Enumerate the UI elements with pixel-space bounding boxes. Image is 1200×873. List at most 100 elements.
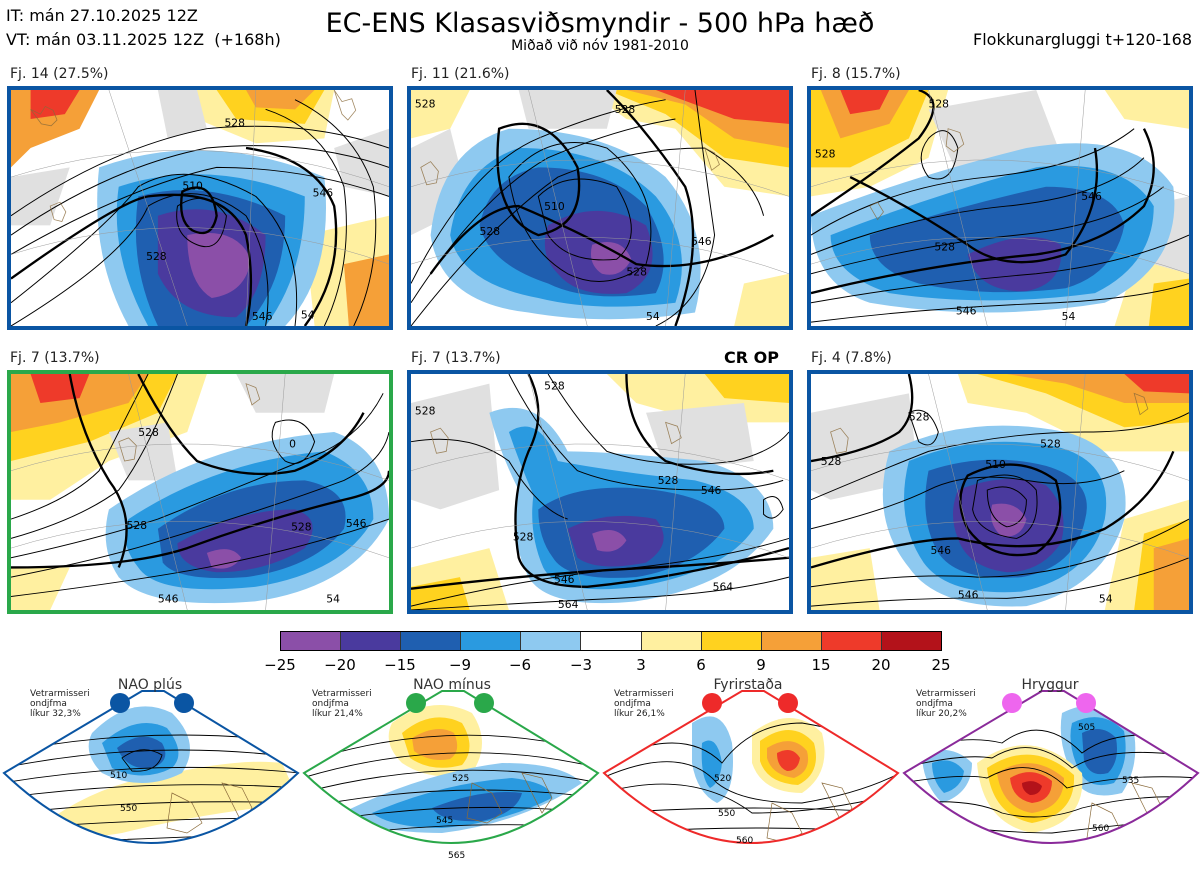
scale-tick: 15 xyxy=(811,656,831,674)
regime-3-contour: 520 xyxy=(714,774,731,784)
regime-dot xyxy=(406,693,426,713)
map-panel-5: 528 528 528 546 528 546 564 564 xyxy=(407,370,793,614)
scale-tick: 20 xyxy=(871,656,891,674)
panel-2-contour: 528 xyxy=(480,225,501,238)
color-swatch xyxy=(581,632,642,650)
panel-6-contour: 510 xyxy=(985,458,1006,471)
panel-2-contour: 528 xyxy=(626,266,647,279)
regime-2-contour: 525 xyxy=(452,774,469,784)
panel-label-2: Fj. 11 (21.6%) xyxy=(411,66,510,82)
regime-map-blocking: 520 550 560 xyxy=(602,683,900,873)
panel-5-contour: 564 xyxy=(558,598,579,610)
panel-5-contour: 546 xyxy=(554,573,575,586)
regime-dot xyxy=(474,693,494,713)
map-panel-3: 528 528 528 546 546 54 xyxy=(807,86,1193,330)
regime-info-blocking: Vetrarmisseri ondjfma líkur 26,1% xyxy=(614,689,674,719)
header-info: IT: mán 27.10.2025 12Z VT: mán 03.11.202… xyxy=(6,4,281,52)
regime-dot xyxy=(1076,693,1096,713)
panel-3-contour: 546 xyxy=(1081,190,1102,203)
color-swatch xyxy=(701,632,762,650)
page-subtitle: Miðað við nóv 1981-2010 xyxy=(511,38,689,54)
regime-map-nao-minus: 525 545 565 xyxy=(302,683,600,873)
scale-tick: −6 xyxy=(508,656,532,674)
panel-1-contour: 528 xyxy=(224,117,245,130)
valid-hours: (+168h) xyxy=(214,30,281,49)
color-swatch xyxy=(401,632,462,650)
regime-name-ridge: Hryggur xyxy=(1021,677,1079,693)
classification-window: Flokkunargluggi t+120-168 xyxy=(973,30,1192,49)
color-swatch xyxy=(281,632,342,650)
panel-2-contour: 510 xyxy=(544,200,565,213)
map-panel-1: 510 528 528 546 546 54 xyxy=(7,86,393,330)
map-panel-6: 528 528 510 528 546 546 54 xyxy=(807,370,1193,614)
panel-4-contour: 528 xyxy=(291,521,312,534)
panel-1-contour: 546 xyxy=(313,186,334,199)
panel-5-contour: 528 xyxy=(513,530,534,543)
scale-tick: −25 xyxy=(264,656,296,674)
panel-2-contour: 528 xyxy=(615,103,636,116)
map-panel-2: 528 528 510 528 528 546 54 xyxy=(407,86,793,330)
color-swatch xyxy=(761,632,822,650)
scale-tick: 6 xyxy=(696,656,706,674)
panel-label-1: Fj. 14 (27.5%) xyxy=(10,66,109,82)
regime-2-contour: 545 xyxy=(436,816,453,826)
regime-4-contour: 505 xyxy=(1078,723,1095,733)
regime-dot xyxy=(174,693,194,713)
panel-1-contour: 510 xyxy=(182,180,203,193)
regime-3-contour: 550 xyxy=(718,809,735,819)
regime-1-contour: 550 xyxy=(120,804,137,814)
cr-op-label: CR OP xyxy=(724,348,779,367)
panel-5-contour: 546 xyxy=(701,484,722,497)
color-swatch xyxy=(641,632,702,650)
page-title: EC-ENS Klasasviðsmyndir - 500 hPa hæð xyxy=(325,8,875,39)
map-panel-4: 528 0 528 528 546 546 54 xyxy=(7,370,393,614)
panel-label-5: Fj. 7 (13.7%) xyxy=(411,350,501,366)
regime-dot xyxy=(702,693,722,713)
panel-5-contour: 564 xyxy=(713,581,734,594)
panel-1-contour: 528 xyxy=(146,250,167,263)
scale-tick: 9 xyxy=(756,656,766,674)
color-scale-bar xyxy=(280,631,942,651)
panel-label-6: Fj. 4 (7.8%) xyxy=(811,350,892,366)
color-swatch xyxy=(821,632,882,650)
panel-3-contour: 528 xyxy=(929,97,950,110)
regime-dot xyxy=(1002,693,1022,713)
panel-1-contour: 54 xyxy=(301,308,315,321)
panel-4-contour: 546 xyxy=(346,517,367,530)
valid-time: VT: mán 03.11.2025 12Z (+168h) xyxy=(6,30,281,49)
regime-1-contour: 510 xyxy=(110,771,127,781)
panel-5-contour: 528 xyxy=(415,405,436,418)
regime-name-nao-minus: NAO mínus xyxy=(413,677,491,693)
panel-2-contour: 54 xyxy=(646,310,660,323)
color-swatch xyxy=(341,632,402,650)
panel-4-contour: 528 xyxy=(138,426,159,439)
panel-3-contour: 546 xyxy=(956,304,977,317)
color-swatch xyxy=(461,632,522,650)
panel-6-contour: 54 xyxy=(1099,592,1113,605)
panel-3-contour: 54 xyxy=(1062,310,1076,323)
panel-2-contour: 546 xyxy=(691,235,712,248)
panel-3-contour: 528 xyxy=(815,148,836,161)
regime-3-contour: 560 xyxy=(736,836,753,846)
panel-3-contour: 528 xyxy=(934,241,955,254)
panel-label-3: Fj. 8 (15.7%) xyxy=(811,66,901,82)
scale-tick: 25 xyxy=(931,656,951,674)
panel-6-contour: 546 xyxy=(958,588,979,601)
panel-5-contour: 528 xyxy=(544,380,565,393)
panel-4-contour: 0 xyxy=(289,438,296,451)
panel-6-contour: 546 xyxy=(930,544,951,557)
init-time: IT: mán 27.10.2025 12Z xyxy=(6,6,198,25)
panel-6-contour: 528 xyxy=(909,410,930,423)
regime-info-nao-minus: Vetrarmisseri ondjfma líkur 21,4% xyxy=(312,689,372,719)
scale-tick: −3 xyxy=(569,656,593,674)
panel-2-contour: 528 xyxy=(415,97,436,110)
panel-5-contour: 528 xyxy=(658,474,679,487)
regime-info-ridge: Vetrarmisseri ondjfma líkur 20,2% xyxy=(916,689,976,719)
regime-2-contour: 565 xyxy=(448,851,465,861)
regime-4-contour: 535 xyxy=(1122,776,1139,786)
scale-tick: −15 xyxy=(384,656,416,674)
panel-label-4: Fj. 7 (13.7%) xyxy=(10,350,100,366)
regime-dot xyxy=(110,693,130,713)
panel-4-contour: 54 xyxy=(326,592,340,605)
regime-map-ridge: 505 535 560 xyxy=(902,683,1200,873)
